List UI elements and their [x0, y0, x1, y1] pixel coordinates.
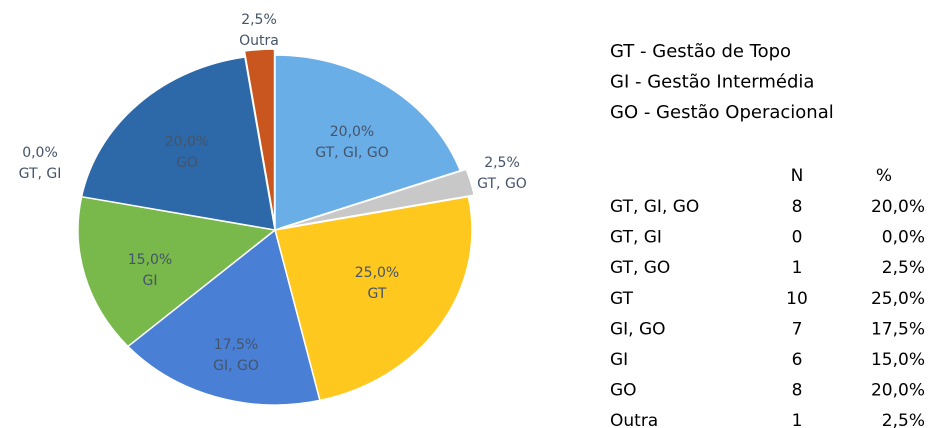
side-panel: GT - Gestão de Topo GI - Gestão Intermédi…: [610, 41, 925, 428]
category-label: GI: [143, 273, 158, 289]
table-percent: 20,0%: [871, 381, 925, 401]
table-category: GT, GI, GO: [610, 197, 699, 217]
legend-note: GO - Gestão Operacional: [610, 102, 834, 123]
category-label: GO: [176, 155, 198, 171]
category-label: Outra: [239, 33, 279, 49]
pie-slice: [274, 54, 462, 232]
table-percent: 0,0%: [882, 228, 925, 248]
data-label: 17,5%: [214, 337, 258, 353]
category-label: GT, GI: [19, 166, 62, 182]
pie-slice: [80, 56, 276, 231]
pie-slice: [274, 195, 473, 402]
data-label: 0,0%: [22, 145, 58, 161]
table-count: 7: [792, 319, 803, 339]
pie-slice: [280, 168, 476, 230]
table-percent: 17,5%: [871, 319, 925, 339]
data-label: 2,5%: [241, 12, 277, 28]
table-percent: 20,0%: [871, 197, 925, 217]
table-category: GO: [610, 381, 637, 401]
category-label: GT, GI, GO: [315, 145, 389, 161]
table-header: N: [791, 166, 804, 186]
data-label: 20,0%: [165, 134, 209, 150]
table-count: 1: [792, 411, 803, 428]
pie-slice: [243, 48, 276, 225]
table-percent: 25,0%: [871, 289, 925, 309]
table-percent: 2,5%: [882, 258, 925, 278]
table-count: 10: [786, 289, 808, 309]
table-count: 8: [792, 197, 803, 217]
data-label: 25,0%: [355, 265, 399, 281]
table-category: GT, GO: [610, 258, 670, 278]
table-category: GI: [610, 350, 628, 370]
table-count: 6: [792, 350, 803, 370]
table-count: 0: [792, 228, 803, 248]
data-label: 15,0%: [128, 252, 172, 268]
table-percent: 2,5%: [882, 411, 925, 428]
legend-note: GI - Gestão Intermédia: [610, 72, 814, 93]
legend-note: GT - Gestão de Topo: [610, 41, 791, 62]
table-header: %: [876, 166, 892, 186]
category-label: GT: [368, 286, 387, 302]
table-count: 8: [792, 381, 803, 401]
table-category: GI, GO: [610, 319, 666, 339]
pie-slice: [77, 195, 277, 348]
table-count: 1: [792, 258, 803, 278]
table-category: GT, GI: [610, 228, 662, 248]
data-label: 2,5%: [484, 155, 520, 171]
category-label: GI, GO: [213, 358, 259, 374]
table-category: GT: [610, 289, 634, 309]
table-percent: 15,0%: [871, 350, 925, 370]
category-label: GT, GO: [477, 176, 527, 192]
table-category: Outra: [610, 411, 658, 428]
data-label: 20,0%: [330, 124, 374, 140]
pie: 20,0% GT, GI, GO 0,0% GT, GI 2,5% GT, GO 25,0%…: [19, 12, 527, 406]
pie-slice: [126, 228, 321, 406]
